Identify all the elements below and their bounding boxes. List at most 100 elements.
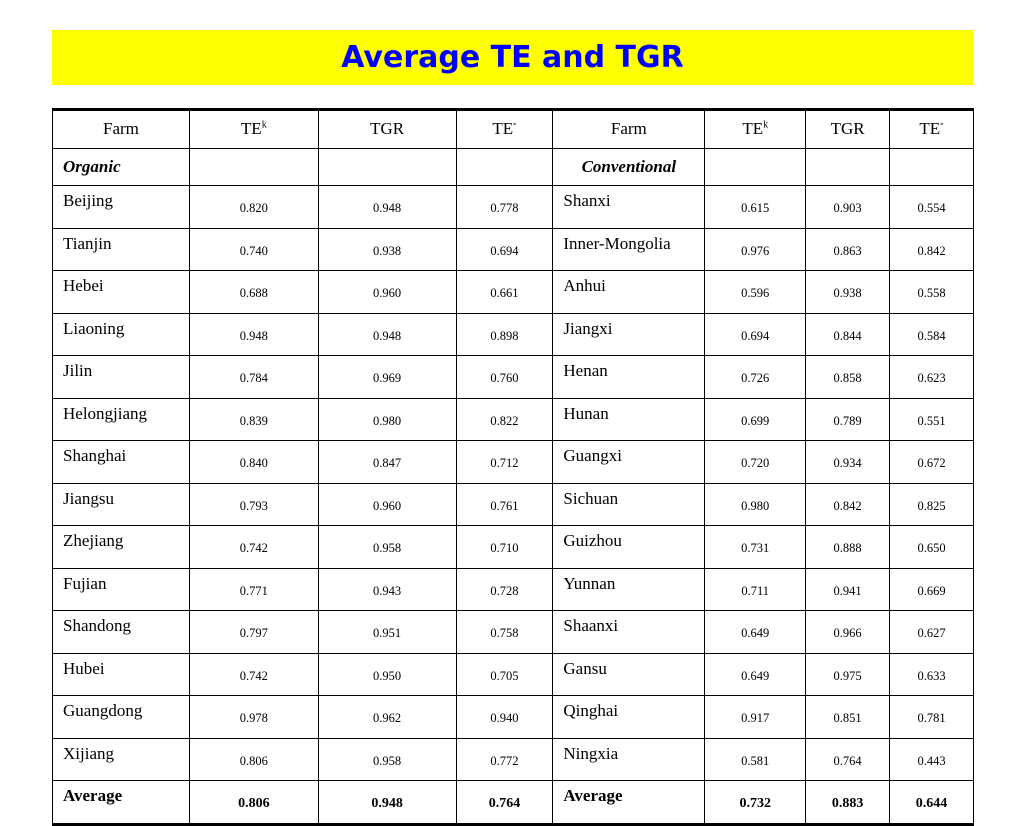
te-star-value: 0.898 [455,312,554,356]
tgr-value: 0.789 [805,397,891,441]
te-star-value: 0.705 [455,652,554,696]
te-star-value: 0.627 [889,610,974,654]
header-superscript: * [513,121,517,130]
empty-cell [889,147,974,186]
tgr-value: 0.938 [317,227,457,271]
table-row: Fujian 0.771 0.943 0.728 Yunnan 0.711 0.941 0.6… [52,567,974,611]
tgr-value: 0.858 [805,355,891,399]
te-star-value: 0.694 [455,227,554,271]
tgr-value: 0.938 [805,270,891,314]
header-superscript: k [261,119,267,131]
header-text: TE [742,119,764,139]
table-row: Helongjiang 0.839 0.980 0.822 Hunan 0.699 0.78… [52,397,974,441]
header-text: TGR [370,119,405,139]
column-header-tgr: TGR [317,109,457,149]
te-k-value: 0.694 [704,312,807,356]
te-k-value: 0.615 [704,185,807,229]
tgr-value: 0.847 [317,440,457,484]
tgr-value: 0.960 [317,270,457,314]
average-label: Average [552,780,706,825]
te-k-value: 0.948 [188,312,319,356]
te-star-value: 0.669 [889,567,974,611]
province-name: Helongjiang [52,397,190,441]
tgr-value: 0.980 [317,397,457,441]
te-star-value: 0.825 [889,482,974,526]
tgr-value: 0.960 [317,482,457,526]
province-name: Fujian [52,567,190,611]
province-name: Henan [552,355,706,399]
province-name: Jilin [52,355,190,399]
header-text: Farm [610,119,647,139]
te-k-value: 0.806 [188,737,319,781]
province-name: Tianjin [52,227,190,271]
table-row: Guangdong 0.978 0.962 0.940 Qinghai 0.917 0.85… [52,695,974,739]
te-k-value: 0.649 [704,652,807,696]
tgr-value: 0.975 [805,652,891,696]
table-row: Hubei 0.742 0.950 0.705 Gansu 0.649 0.975 0.633 [52,652,974,696]
province-name: Shandong [52,610,190,654]
province-name: Shanghai [52,440,190,484]
te-star-value: 0.712 [455,440,554,484]
column-header-farm: Farm [552,109,706,149]
tgr-value: 0.958 [317,525,457,569]
column-header-te-k: TEk [704,109,807,149]
table-row: Zhejiang 0.742 0.958 0.710 Guizhou 0.731 0.888… [52,525,974,569]
te-k-value: 0.976 [704,227,807,271]
te-k-value: 0.726 [704,355,807,399]
te-k-value: 0.596 [704,270,807,314]
average-tgr-organic: 0.948 [317,780,457,825]
te-star-value: 0.633 [889,652,974,696]
province-name: Guizhou [552,525,706,569]
te-k-value: 0.784 [188,355,319,399]
province-name: Gansu [552,652,706,696]
province-name: Anhui [552,270,706,314]
average-te-k-organic: 0.806 [188,780,319,825]
te-star-value: 0.558 [889,270,974,314]
table-row: Hebei 0.688 0.960 0.661 Anhui 0.596 0.938 0.558 [52,270,974,314]
empty-cell [805,147,891,186]
tgr-value: 0.844 [805,312,891,356]
te-star-value: 0.661 [455,270,554,314]
te-k-value: 0.688 [188,270,319,314]
header-row: Farm TEk TGR TE* Farm TEk TGR TE* [52,109,974,149]
te-star-value: 0.728 [455,567,554,611]
te-k-value: 0.742 [188,652,319,696]
empty-cell [188,147,319,186]
empty-cell [317,147,457,186]
average-label: Average [52,780,190,825]
header-text: TGR [830,119,865,139]
table-row: Beijing 0.820 0.948 0.778 Shanxi 0.615 0.903 0.… [52,185,974,229]
te-star-value: 0.781 [889,695,974,739]
tgr-value: 0.941 [805,567,891,611]
te-star-value: 0.940 [455,695,554,739]
province-name: Beijing [52,185,190,229]
group-label-conventional: Conventional [552,147,706,186]
province-name: Shanxi [552,185,706,229]
te-k-value: 0.797 [188,610,319,654]
te-k-value: 0.740 [188,227,319,271]
tgr-value: 0.851 [805,695,891,739]
column-header-te-k: TEk [188,109,319,149]
page-title: Average TE and TGR [341,40,684,75]
tgr-value: 0.969 [317,355,457,399]
te-k-value: 0.771 [188,567,319,611]
te-k-value: 0.980 [704,482,807,526]
province-name: Guangdong [52,695,190,739]
te-k-value: 0.793 [188,482,319,526]
te-k-value: 0.820 [188,185,319,229]
tgr-value: 0.888 [805,525,891,569]
average-te-star-organic: 0.764 [455,780,554,825]
te-star-value: 0.758 [455,610,554,654]
average-tgr-conventional: 0.883 [805,780,891,825]
te-star-value: 0.623 [889,355,974,399]
te-k-value: 0.840 [188,440,319,484]
province-name: Inner-Mongolia [552,227,706,271]
table-row: Shanghai 0.840 0.847 0.712 Guangxi 0.720 0.934… [52,440,974,484]
tgr-value: 0.764 [805,737,891,781]
province-name: Shaanxi [552,610,706,654]
tgr-value: 0.934 [805,440,891,484]
te-star-value: 0.778 [455,185,554,229]
table-row: Liaoning 0.948 0.948 0.898 Jiangxi 0.694 0.844… [52,312,974,356]
te-star-value: 0.822 [455,397,554,441]
province-name: Qinghai [552,695,706,739]
